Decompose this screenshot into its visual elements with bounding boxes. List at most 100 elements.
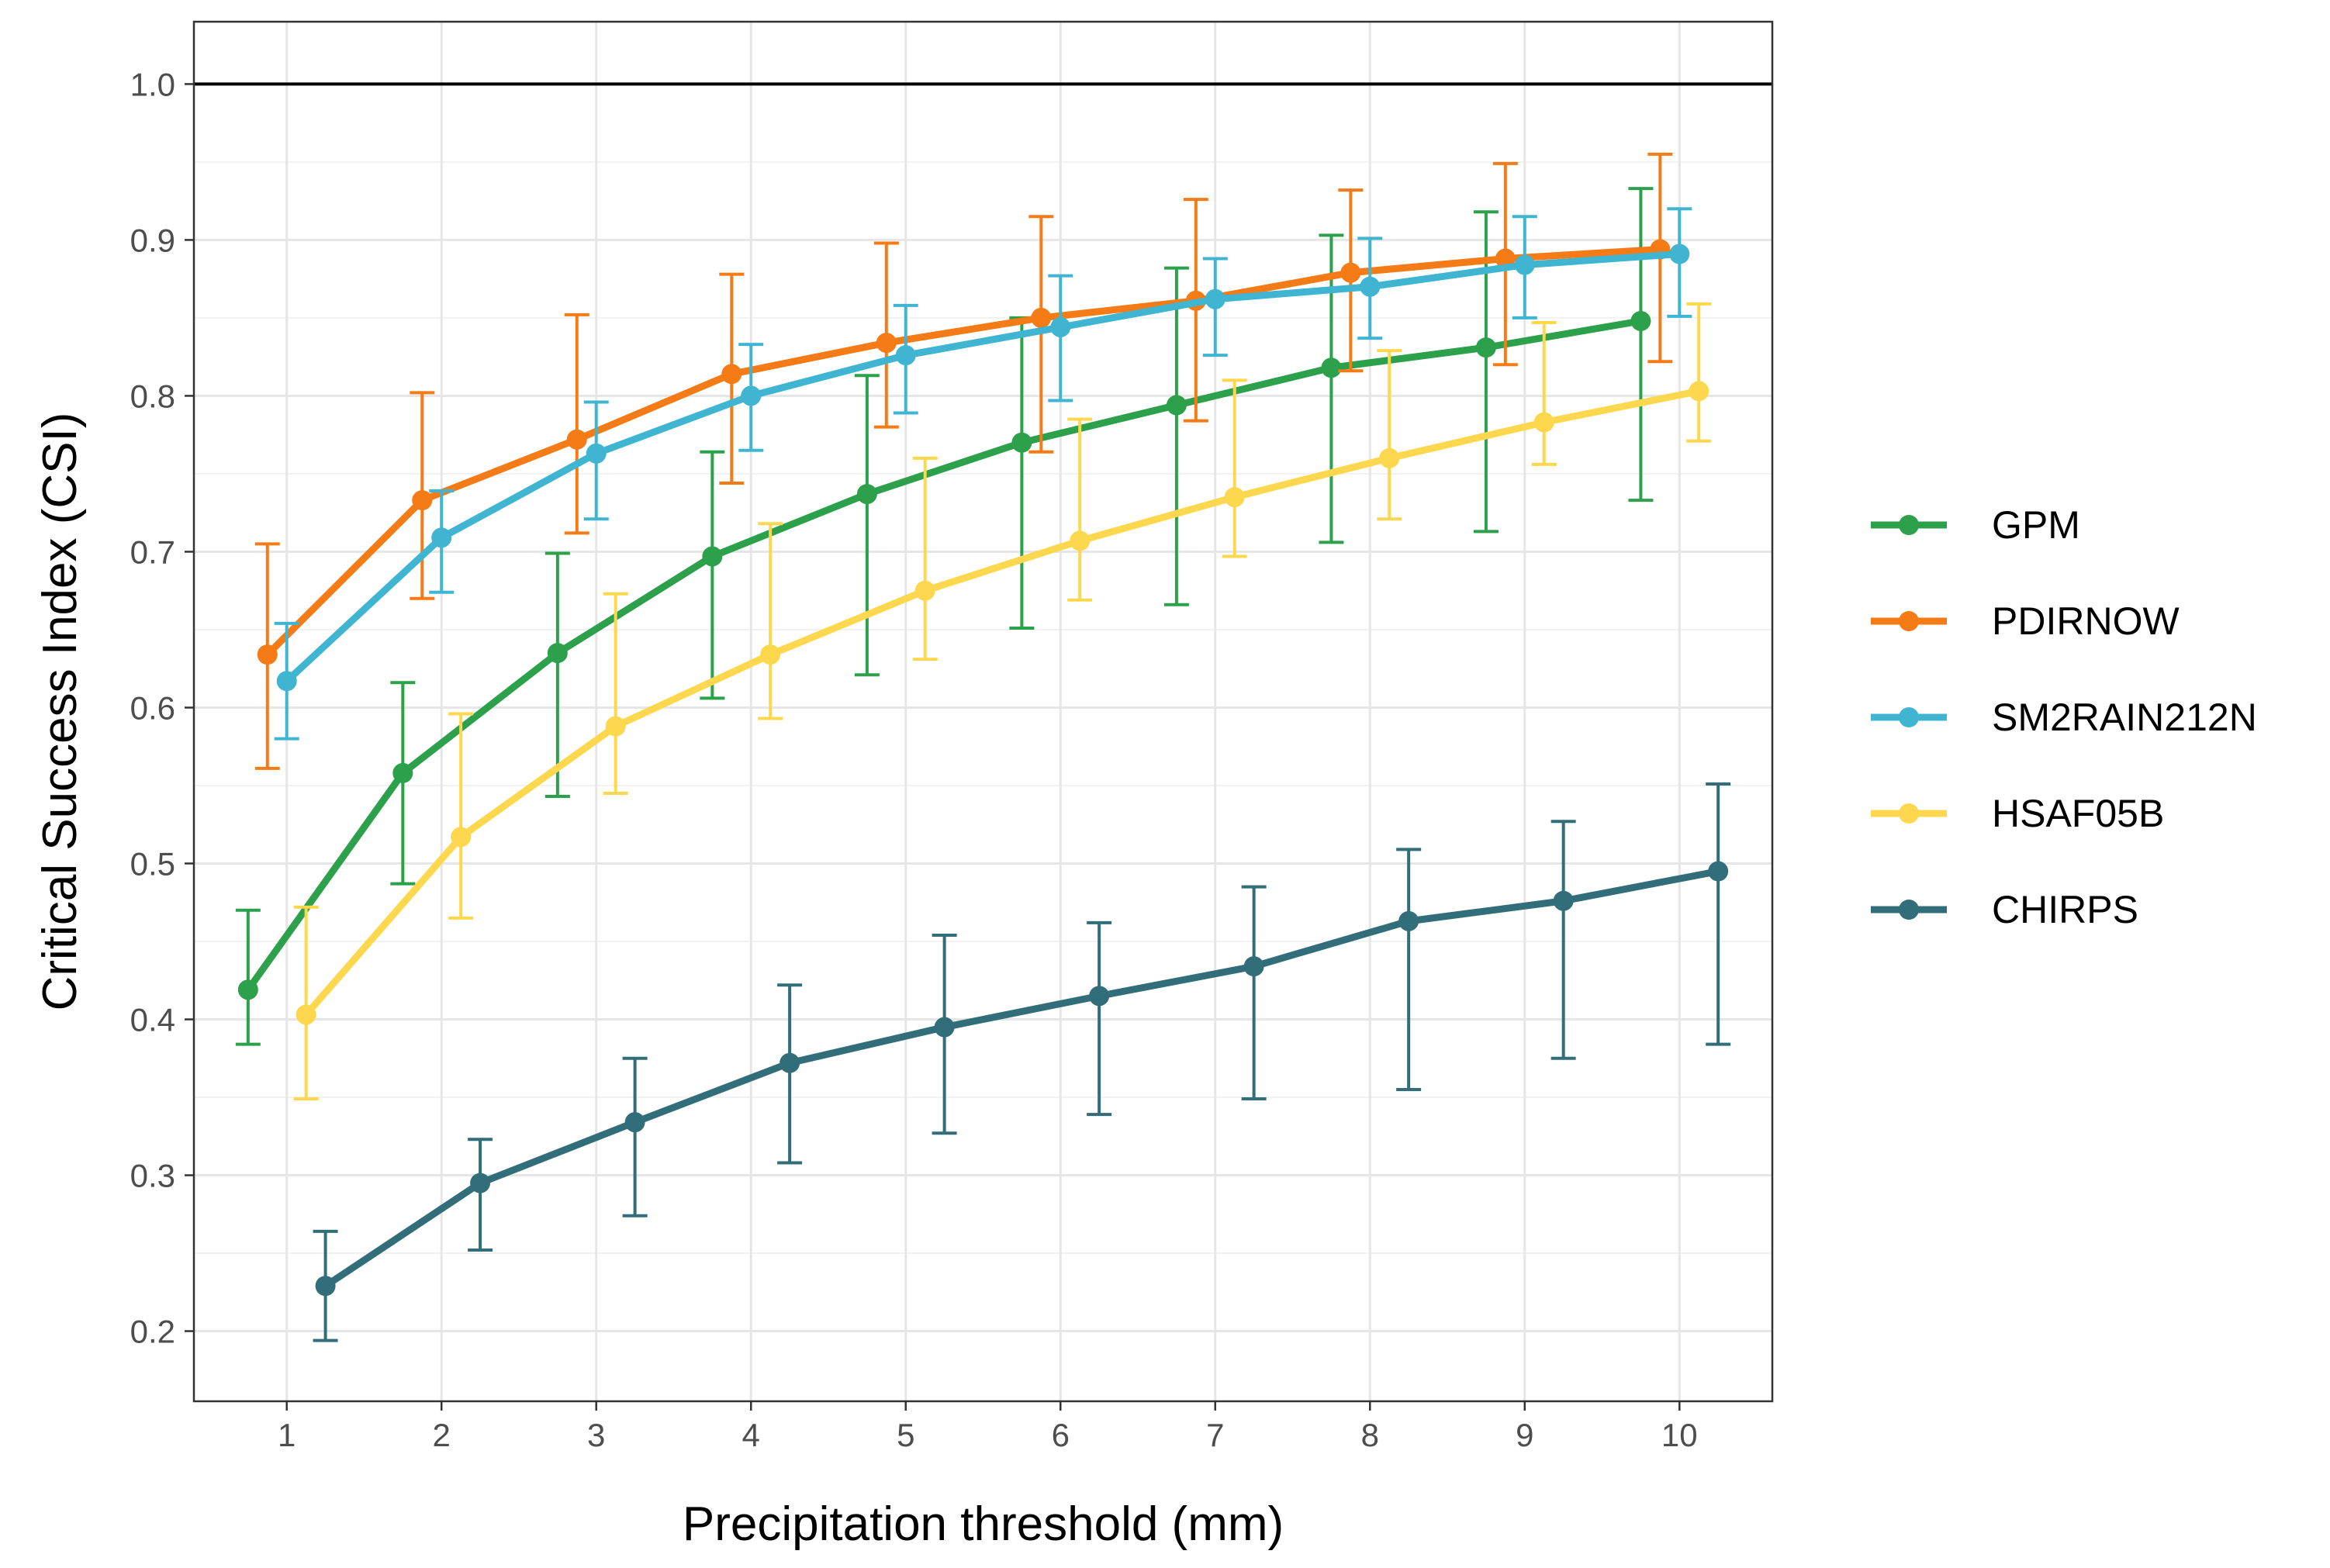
error-bar (777, 983, 803, 1165)
data-point (702, 546, 723, 567)
data-point (856, 484, 877, 505)
x-axis-title: Precipitation threshold (mm) (683, 1497, 1284, 1551)
data-point (721, 364, 742, 385)
legend-key-point (1899, 707, 1919, 727)
y-tick-label: 0.7 (130, 534, 175, 570)
y-tick-label: 0.9 (130, 222, 175, 258)
legend-key-point (1899, 515, 1919, 535)
data-point (760, 644, 781, 665)
data-point (566, 429, 587, 450)
error-bar (1473, 210, 1499, 534)
y-tick-label: 0.8 (130, 378, 175, 414)
data-point (605, 716, 626, 737)
data-point (895, 345, 916, 366)
data-point (1553, 890, 1574, 911)
data-point (1011, 432, 1032, 453)
legend-key-point (1899, 803, 1919, 824)
error-bar (622, 1056, 648, 1217)
error-bar (1706, 782, 1731, 1046)
series-line (302, 387, 1703, 1018)
data-point (470, 1173, 491, 1193)
legend-key-point (1899, 900, 1919, 920)
data-point (1031, 307, 1052, 328)
data-point (1050, 316, 1071, 337)
error-bar (1048, 274, 1073, 402)
series-layer (235, 152, 1731, 1342)
legend-label: HSAF05B (1992, 792, 2164, 835)
error-bar (544, 551, 570, 799)
data-point (296, 1004, 316, 1025)
y-tick-label: 1.0 (130, 66, 175, 102)
data-point (914, 580, 935, 601)
error-bar (1531, 320, 1557, 466)
legend-label: SM2RAIN212N (1992, 696, 2257, 739)
error-bar (448, 712, 474, 920)
data-point (1166, 395, 1187, 416)
series-hsaf05b (293, 302, 1712, 1101)
data-point (1070, 530, 1091, 551)
y-tick-label: 0.5 (130, 845, 175, 882)
data-point (876, 333, 897, 354)
data-point (1224, 487, 1245, 508)
error-bar (468, 1138, 493, 1252)
data-point (1708, 861, 1729, 882)
error-bar (1241, 885, 1267, 1101)
x-tick-label: 8 (1361, 1417, 1379, 1453)
y-tick-label: 0.4 (130, 1002, 175, 1038)
data-point (1398, 910, 1419, 931)
data-point (257, 644, 278, 665)
error-bar (758, 522, 783, 720)
data-point (1321, 357, 1342, 378)
legend-item-gpm: GPM (1871, 503, 2080, 547)
error-bar (1396, 848, 1422, 1091)
series-gpm (235, 187, 1654, 1046)
x-tick-label: 7 (1206, 1417, 1224, 1453)
error-bar (1163, 266, 1189, 606)
error-bar (235, 908, 261, 1046)
error-bar (1628, 187, 1654, 503)
data-point (1689, 381, 1709, 402)
data-point (276, 671, 297, 692)
x-tick-label: 2 (433, 1417, 451, 1453)
legend-item-hsaf05b: HSAF05B (1871, 792, 2164, 835)
data-point (1089, 986, 1110, 1007)
error-bar (912, 456, 938, 661)
data-point (315, 1276, 336, 1297)
error-bar (1087, 920, 1112, 1117)
legend-item-chirps: CHIRPS (1871, 888, 2138, 931)
legend-label: GPM (1992, 503, 2080, 547)
series-line (244, 317, 1644, 993)
y-tick-label: 0.6 (130, 689, 175, 726)
data-point (1533, 412, 1554, 433)
x-tick-label: 3 (587, 1417, 605, 1453)
error-bar (854, 374, 880, 677)
series-sm2rain212n (274, 207, 1692, 741)
data-point (1243, 956, 1264, 977)
data-point (412, 490, 433, 511)
error-bar (700, 450, 725, 700)
y-tick-label: 0.2 (130, 1314, 175, 1350)
series-line (322, 868, 1722, 1290)
axes: 0.2 0.3 0.4 0.5 0.6 0.7 0.8 0.9 1.0 1 2 3 4 5 6 7 8 9 10 (130, 66, 1698, 1453)
error-bar (1377, 349, 1402, 521)
data-point (741, 385, 762, 406)
error-bar (1550, 820, 1576, 1060)
plot-panel-border (192, 20, 1774, 1403)
data-point (1514, 254, 1535, 275)
error-bar (390, 681, 416, 886)
data-point (586, 443, 607, 464)
error-bar (293, 905, 319, 1101)
legend-item-pdirnow: PDIRNOW (1871, 599, 2180, 643)
data-point (431, 527, 452, 548)
data-point (934, 1017, 955, 1038)
plot-panel (194, 22, 1772, 1401)
data-point (547, 643, 568, 664)
data-point (1340, 262, 1361, 283)
x-tick-label: 5 (897, 1417, 914, 1453)
data-point (1630, 310, 1651, 331)
x-tick-label: 4 (742, 1417, 760, 1453)
error-bar (564, 313, 589, 535)
data-point (1669, 243, 1690, 264)
data-point (451, 827, 472, 848)
legend: GPM PDIRNOW SM2RAIN212N HSAF05B CHIRPS (1871, 503, 2257, 931)
